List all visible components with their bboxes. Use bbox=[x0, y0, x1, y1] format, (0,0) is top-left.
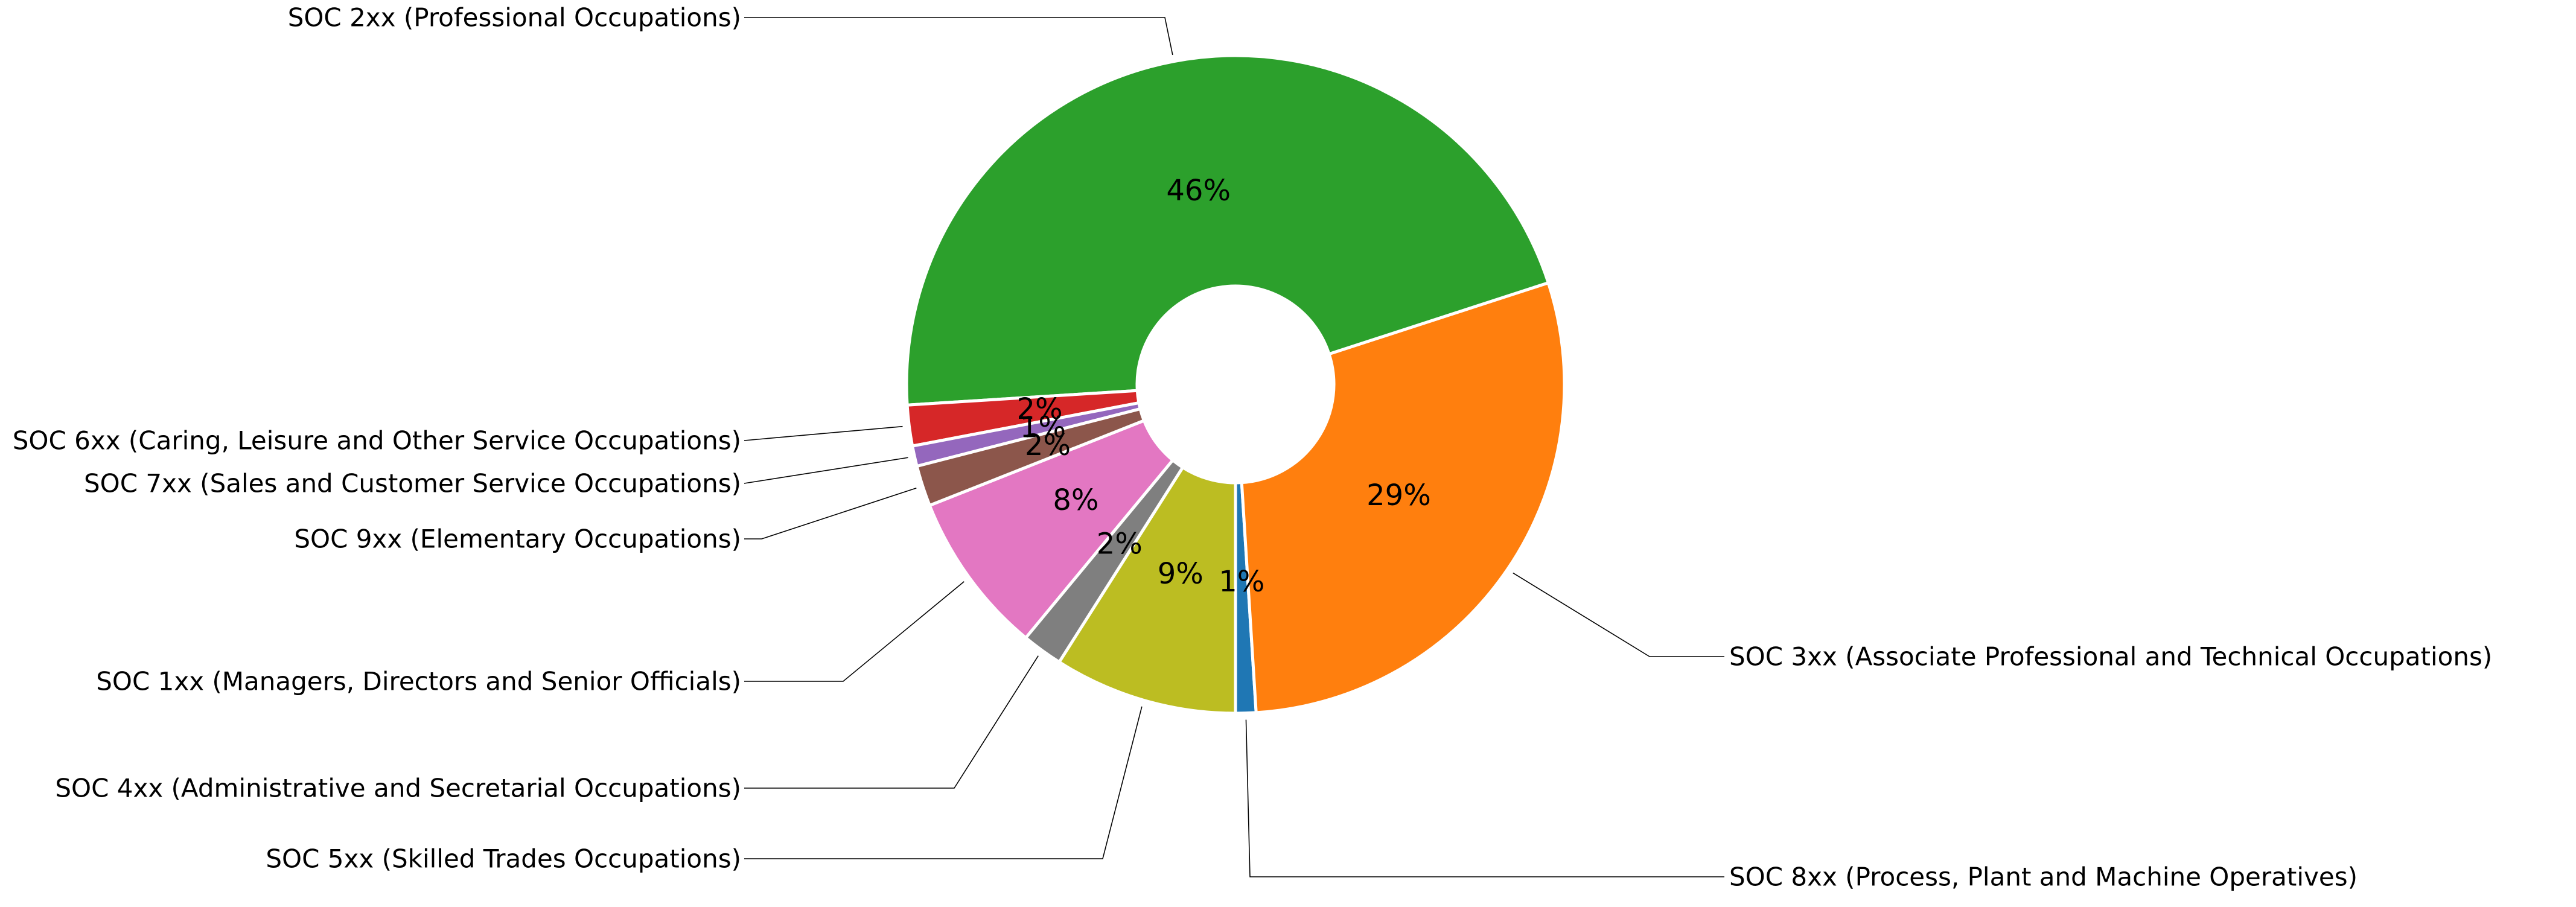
leader-line bbox=[744, 17, 1173, 56]
slice-category-label: SOC 6xx (Caring, Leisure and Other Servi… bbox=[13, 426, 741, 456]
slice-category-label: SOC 2xx (Professional Occupations) bbox=[288, 3, 741, 33]
percent-labels-layer: 1%29%46%2%1%2%8%2%9% bbox=[1017, 174, 1431, 599]
slice-percent-label: 46% bbox=[1166, 174, 1231, 208]
leader-line bbox=[744, 425, 903, 441]
slice-percent-label: 1% bbox=[1219, 565, 1264, 599]
leader-line bbox=[744, 655, 1039, 789]
slice-7 bbox=[928, 419, 1175, 640]
slice-percent-label: 8% bbox=[1053, 483, 1098, 517]
slice-9 bbox=[1057, 466, 1237, 715]
slice-category-label: SOC 8xx (Process, Plant and Machine Oper… bbox=[1729, 862, 2358, 892]
slice-percent-label: 2% bbox=[1097, 527, 1143, 561]
slice-percent-label: 9% bbox=[1158, 557, 1204, 591]
leader-line bbox=[744, 457, 908, 484]
leader-line bbox=[744, 581, 964, 682]
slice-3 bbox=[905, 54, 1550, 407]
category-labels-layer: SOC 8xx (Process, Plant and Machine Oper… bbox=[13, 3, 2493, 892]
leader-lines-layer bbox=[744, 17, 1724, 877]
slices-layer bbox=[905, 54, 1566, 715]
leader-line bbox=[1513, 572, 1724, 657]
leader-line bbox=[744, 706, 1143, 859]
slice-percent-label: 2% bbox=[1025, 428, 1071, 462]
slice-2 bbox=[1240, 281, 1566, 714]
slice-percent-label: 1% bbox=[1020, 410, 1066, 444]
slice-percent-label: 2% bbox=[1017, 392, 1063, 426]
slice-category-label: SOC 7xx (Sales and Customer Service Occu… bbox=[84, 469, 741, 498]
leader-line bbox=[1245, 719, 1724, 877]
slice-percent-label: 29% bbox=[1366, 479, 1431, 512]
slice-category-label: SOC 9xx (Elementary Occupations) bbox=[294, 524, 741, 554]
slice-category-label: SOC 3xx (Associate Professional and Tech… bbox=[1729, 642, 2492, 672]
slice-category-label: SOC 5xx (Skilled Trades Occupations) bbox=[266, 844, 741, 874]
slice-category-label: SOC 4xx (Administrative and Secretarial … bbox=[55, 774, 741, 803]
slice-category-label: SOC 1xx (Managers, Directors and Senior … bbox=[96, 667, 741, 696]
leader-line bbox=[744, 488, 917, 539]
